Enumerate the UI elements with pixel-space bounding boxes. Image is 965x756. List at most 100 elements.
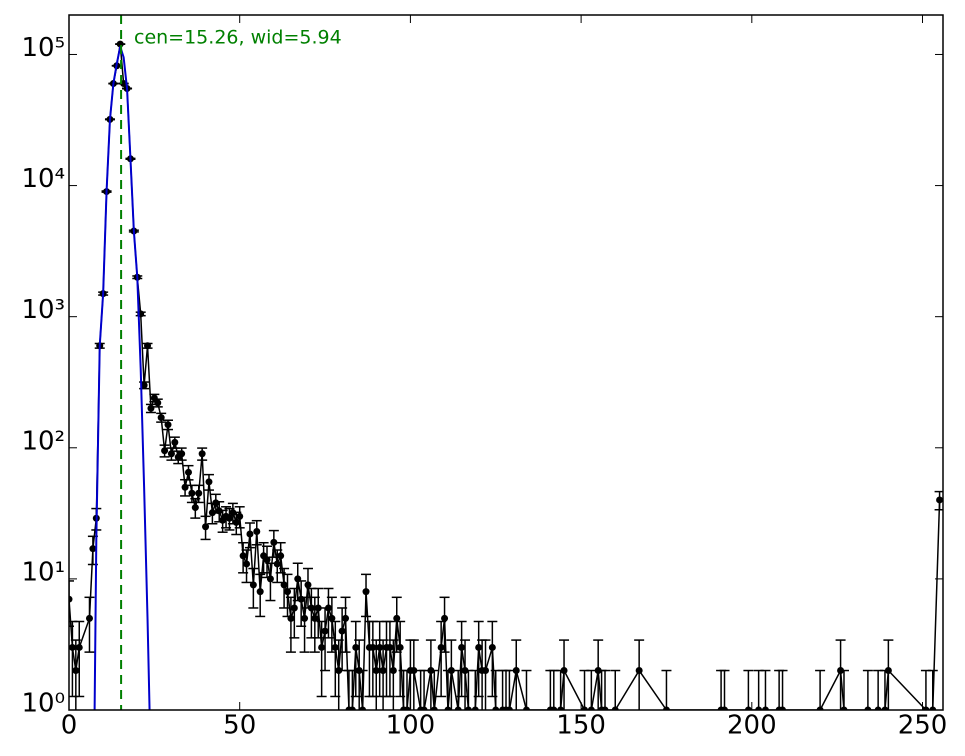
data-point: [164, 421, 172, 429]
data-point: [246, 530, 254, 538]
data-point: [85, 614, 93, 622]
data-point: [464, 706, 472, 710]
data-point: [662, 706, 670, 710]
data-point: [458, 643, 466, 651]
x-tick-label: 0: [61, 711, 78, 741]
data-point: [205, 478, 213, 486]
data-point: [755, 706, 763, 710]
data-point: [403, 706, 411, 710]
data-point: [191, 504, 199, 512]
data-point: [198, 450, 206, 458]
data-point: [154, 399, 162, 407]
data-point: [372, 667, 380, 675]
data-point: [430, 706, 438, 710]
y-tick-label: 10³: [21, 295, 65, 325]
x-tick-label: 200: [727, 711, 777, 741]
plot-frame: [68, 14, 944, 711]
plot-area: [69, 15, 943, 710]
data-point: [263, 556, 271, 564]
data-point: [188, 489, 196, 497]
y-tick-label: 10¹: [21, 557, 65, 587]
data-point: [256, 588, 264, 596]
data-point: [444, 706, 452, 710]
data-point: [488, 643, 496, 651]
data-point: [454, 706, 462, 710]
data-point: [420, 706, 428, 710]
y-tick-label: 10⁴: [21, 164, 65, 194]
data-point: [761, 706, 769, 710]
data-point: [550, 706, 558, 710]
data-point: [321, 627, 329, 635]
data-point: [492, 706, 500, 710]
data-point: [816, 706, 824, 710]
data-point: [273, 560, 281, 568]
data-point: [318, 643, 326, 651]
data-point: [447, 667, 455, 675]
plot-layer: [69, 15, 943, 710]
data-point: [342, 614, 350, 622]
data-point: [376, 643, 384, 651]
data-point: [601, 706, 609, 710]
data-point: [557, 706, 565, 710]
data-point: [167, 450, 175, 458]
data-point: [236, 512, 244, 520]
annotation: cen=15.26, wid=5.94: [134, 27, 342, 49]
data-point: [314, 604, 322, 612]
data-point: [202, 523, 210, 531]
data-point: [75, 643, 83, 651]
data-point: [874, 706, 882, 710]
x-tick-label: 50: [223, 711, 256, 741]
data-point: [147, 404, 155, 412]
data-point: [69, 643, 76, 651]
data-point: [779, 706, 787, 710]
data-point: [72, 667, 80, 675]
data-point: [362, 588, 370, 596]
data-point: [304, 581, 312, 589]
data-point: [212, 499, 220, 507]
data-point: [249, 581, 257, 589]
y-tick-label: 10²: [21, 426, 65, 456]
data-point: [587, 706, 595, 710]
data-point: [441, 614, 449, 622]
data-point: [239, 552, 247, 560]
data-point: [181, 483, 189, 491]
data-point: [471, 706, 479, 710]
x-tick-label: 150: [556, 711, 606, 741]
y-tick-label: 10⁵: [21, 33, 65, 63]
x-tick-label: 250: [898, 711, 948, 741]
data-point: [144, 342, 152, 350]
data-point: [89, 545, 97, 553]
data-point: [379, 667, 387, 675]
data-point: [881, 706, 889, 710]
data-point: [307, 604, 315, 612]
y-tick-label: 10⁰: [21, 689, 65, 719]
data-point: [396, 643, 404, 651]
data-point: [560, 667, 568, 675]
data-point: [232, 518, 240, 526]
data-point: [161, 447, 169, 455]
data-point: [352, 643, 360, 651]
data-point: [287, 614, 295, 622]
data-point: [69, 595, 73, 603]
data-point: [393, 614, 401, 622]
data-point: [611, 706, 619, 710]
data-point: [178, 450, 186, 458]
data-point: [280, 581, 288, 589]
data-point: [324, 604, 332, 612]
data-point: [266, 575, 274, 583]
data-point: [157, 414, 165, 422]
data-point: [348, 706, 356, 710]
data-point: [522, 706, 530, 710]
data-point: [840, 706, 848, 710]
data-point: [864, 706, 872, 710]
data-point: [359, 706, 367, 710]
data-point: [301, 614, 309, 622]
data-point: [311, 614, 319, 622]
data-point: [277, 552, 285, 560]
data-point: [140, 381, 148, 389]
data-point: [290, 604, 298, 612]
x-tick-label: 100: [386, 711, 436, 741]
data-point: [482, 667, 490, 675]
data-point: [922, 706, 930, 710]
